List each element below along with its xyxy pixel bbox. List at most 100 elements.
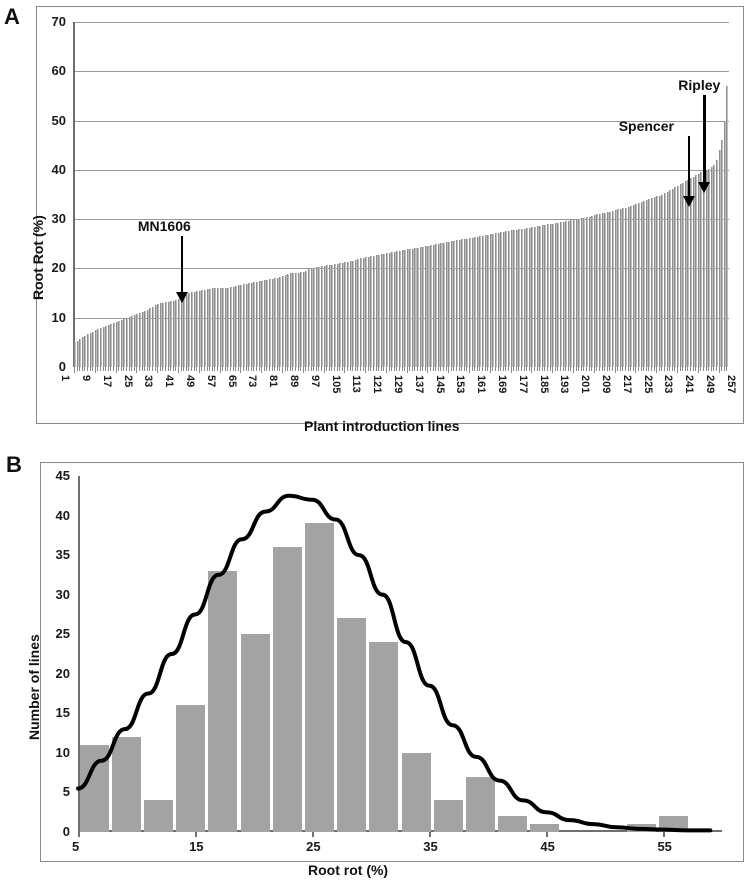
panel-a-bar	[549, 224, 552, 367]
panel-a-x-tickmark	[146, 367, 148, 371]
panel-a-bar	[271, 278, 274, 367]
panel-a-bar	[177, 299, 180, 367]
panel-a-bar	[268, 279, 271, 367]
panel-a-bar	[333, 264, 336, 367]
panel-a-x-tickmark	[622, 367, 624, 371]
panel-a-x-tick-label: 153	[454, 375, 467, 394]
panel-a-x-tickmark	[710, 367, 712, 371]
panel-a-bar	[157, 304, 160, 367]
panel-a-x-tickmark	[74, 367, 75, 373]
panel-a-x-tickmark	[573, 367, 575, 373]
panel-a-x-tickmark	[170, 367, 172, 371]
panel-a-x-tickmark	[625, 367, 627, 371]
panel-a-x-tickmark	[313, 367, 315, 371]
panel-a-bar	[578, 218, 581, 367]
panel-b-y-tick-label: 10	[55, 744, 70, 760]
panel-b-y-tick-label: 45	[55, 468, 70, 483]
panel-a-x-tick-label: 113	[350, 375, 363, 393]
panel-b-y-tick-label: 0	[62, 824, 70, 839]
panel-a-bar	[362, 257, 365, 367]
panel-a-bar	[159, 303, 162, 367]
panel-a-x-tickmark	[151, 367, 153, 371]
panel-a-x-tick-label: 49	[184, 375, 197, 388]
panel-a-x-tick-label: 73	[246, 375, 259, 388]
panel-a-bar	[653, 197, 656, 367]
panel-a-x-tickmark	[250, 367, 252, 371]
panel-a-x-tickmark	[505, 367, 507, 371]
panel-a-bar	[378, 254, 381, 367]
panel-a-bar	[497, 232, 500, 367]
panel-a-bar	[541, 225, 544, 367]
panel-a-x-tickmark	[365, 367, 367, 373]
panel-a-x-tickmark	[435, 367, 437, 371]
panel-a-x-tickmark	[645, 367, 647, 371]
panel-a-bar	[105, 325, 108, 367]
panel-a-bar	[697, 173, 700, 367]
panel-b-y-axis-line	[78, 476, 80, 832]
panel-a-x-tickmark	[552, 367, 554, 373]
panel-a-bar	[703, 170, 706, 367]
panel-a-x-tickmark	[214, 367, 216, 371]
panel-a-x-tick-label: 185	[537, 375, 550, 394]
panel-a-bar	[721, 140, 724, 367]
panel-a-x-tickmark	[596, 367, 598, 371]
panel-a-bar	[341, 262, 344, 367]
panel-a-bar	[422, 246, 425, 367]
panel-a-bar	[144, 311, 147, 367]
panel-a-x-tick-label: 65	[225, 375, 238, 388]
panel-a-bar	[209, 288, 212, 367]
panel-a-x-tick-label: 17	[100, 375, 113, 388]
panel-a-x-tickmark	[648, 367, 650, 371]
panel-a-x-tickmark	[224, 367, 226, 371]
panel-a-x-tickmark	[534, 367, 536, 371]
panel-a-bar	[552, 223, 555, 367]
panel-a-bar	[562, 221, 565, 367]
panel-a-annotation-label: Ripley	[678, 77, 721, 93]
panel-a-x-tickmark	[588, 367, 590, 371]
panel-a-x-tickmark	[586, 367, 588, 371]
panel-a-bar	[513, 230, 516, 367]
panel-a-bar	[450, 241, 453, 367]
panel-a-bar	[214, 288, 217, 367]
panel-a-bar	[591, 216, 594, 367]
panel-a-x-tickmark	[149, 367, 151, 371]
panel-a-bar	[198, 290, 201, 367]
panel-a-x-tickmark	[266, 367, 268, 371]
panel-a-x-tickmark	[354, 367, 356, 371]
panel-a-x-tickmark	[284, 367, 286, 371]
panel-a-x-axis-title: Plant introduction lines	[304, 418, 460, 434]
panel-a-x-tickmark	[531, 367, 533, 373]
panel-a-bar	[352, 260, 355, 367]
panel-a-x-tickmark	[593, 367, 595, 373]
panel-a-x-tickmark	[440, 367, 442, 371]
panel-a-bar	[612, 211, 615, 367]
panel-a-x-tickmark	[300, 367, 302, 371]
panel-a-x-tickmark	[115, 367, 117, 373]
panel-a-x-tickmark	[500, 367, 502, 371]
panel-a-x-tick-label: 33	[142, 375, 155, 388]
panel-a-x-tickmark	[692, 367, 694, 371]
panel-a-y-tick-label: 20	[51, 260, 66, 276]
panel-a-bar	[531, 227, 534, 367]
panel-a-x-tickmark	[554, 367, 556, 371]
panel-a-x-tickmark	[570, 367, 572, 371]
panel-b-bar	[465, 776, 496, 832]
panel-a-bar	[435, 244, 438, 367]
panel-a-x-tickmark	[679, 367, 681, 371]
panel-a-bar	[287, 274, 290, 367]
panel-a-bar	[391, 252, 394, 367]
panel-a-x-tickmark	[541, 367, 543, 371]
panel-a-x-tickmark	[279, 367, 281, 371]
panel-a-bar	[456, 240, 459, 367]
panel-a-bar	[92, 331, 95, 367]
panel-b-bar	[498, 816, 528, 832]
panel-a-bar	[396, 251, 399, 367]
panel-a-x-tickmark	[450, 367, 452, 371]
panel-a-x-tickmark	[508, 367, 510, 371]
panel-a-bar	[510, 230, 513, 367]
panel-a-x-tickmark	[375, 367, 377, 371]
panel-a-x-tick-label: 41	[163, 375, 176, 388]
panel-a-x-tickmark	[305, 367, 307, 371]
panel-a-x-tickmark	[292, 367, 294, 371]
panel-a-x-tickmark	[258, 367, 260, 371]
